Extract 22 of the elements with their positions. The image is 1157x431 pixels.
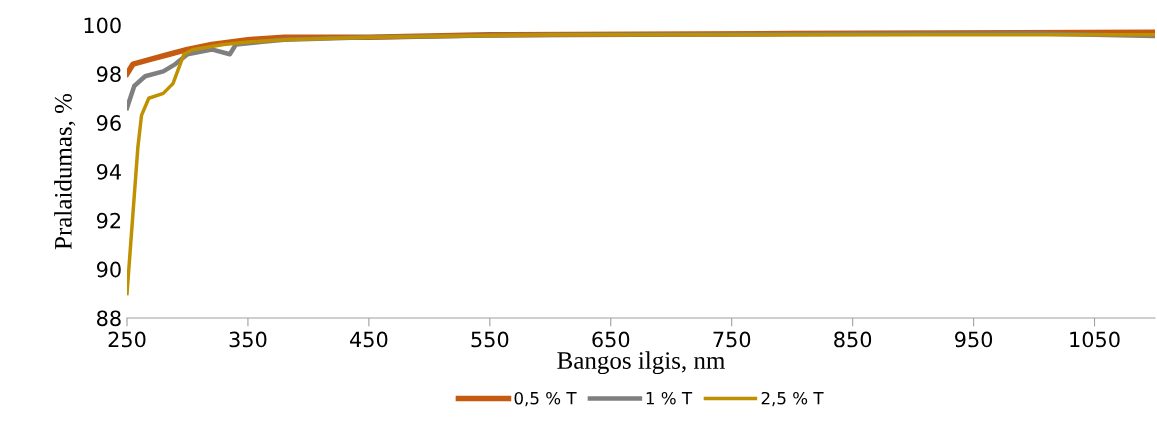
x-tick-label: 950 [955, 331, 993, 348]
y-tick-label: 90 [96, 261, 121, 278]
y-tick-label: 94 [96, 163, 121, 180]
x-tick-label: 350 [229, 331, 267, 348]
x-tick-label: 1050 [1070, 331, 1120, 348]
x-tick-label: 450 [350, 331, 388, 348]
x-tick-label: 750 [713, 331, 751, 348]
y-axis-title: Pralaidumas, % [54, 93, 76, 250]
line-series [127, 33, 1155, 296]
x-tick-label: 650 [592, 331, 630, 348]
y-tick-label: 88 [97, 310, 121, 327]
x-tick-label: 250 [108, 331, 146, 348]
legend-label: 2,5 % T [761, 391, 824, 407]
y-tick-label: 92 [96, 212, 121, 229]
x-tick-label: 850 [834, 331, 872, 348]
y-tick-label: 96 [96, 115, 121, 131]
y-tick-label: 98 [96, 66, 121, 83]
x-tick-label: 550 [471, 331, 509, 348]
legend-label: 1 % T [646, 391, 693, 405]
legend-label: 0,5 % T [514, 391, 577, 407]
x-axis-title: Bangos ilgis, nm [557, 351, 725, 375]
y-tick-label: 100 [84, 17, 121, 34]
